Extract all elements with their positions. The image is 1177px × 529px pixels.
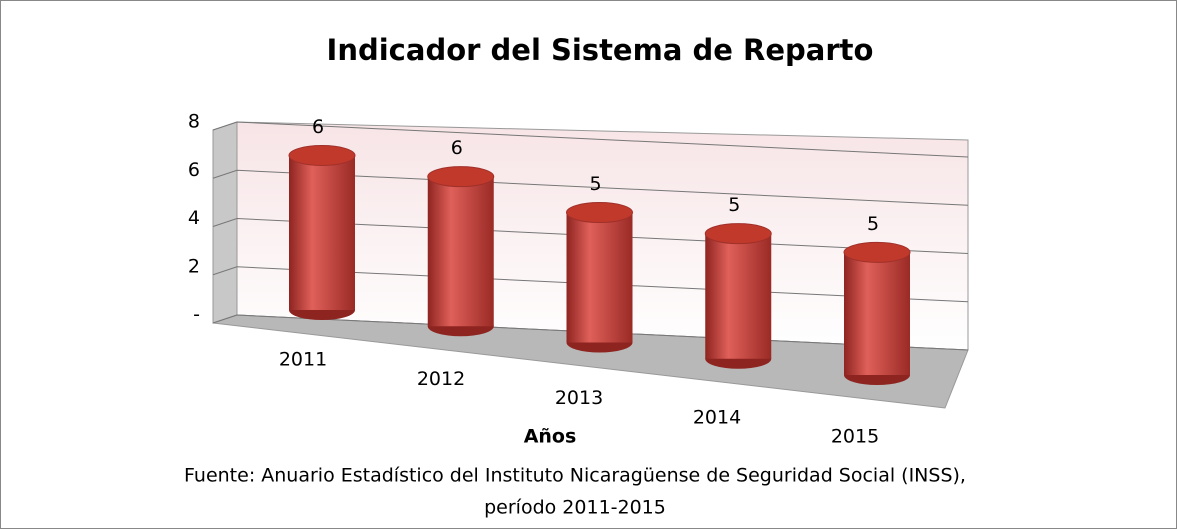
bar-top bbox=[427, 166, 495, 188]
value-label: 6 bbox=[451, 137, 463, 159]
y-tick-label: - bbox=[193, 304, 200, 326]
bar-top bbox=[566, 202, 633, 224]
bar bbox=[427, 176, 494, 327]
value-label: 5 bbox=[589, 173, 601, 195]
chart-title: Indicador del Sistema de Reparto bbox=[327, 33, 874, 67]
grid-line bbox=[212, 121, 969, 158]
bar-top bbox=[704, 223, 772, 245]
y-tick-label: 4 bbox=[188, 207, 200, 229]
x-tick-label: 2011 bbox=[279, 349, 327, 371]
x-axis-label: Años bbox=[524, 426, 577, 448]
source: período 2011-2015 bbox=[484, 497, 666, 519]
bar-top bbox=[843, 241, 911, 263]
x-tick-label: 2012 bbox=[417, 368, 465, 390]
y-tick-label: 6 bbox=[188, 159, 200, 181]
grid-line bbox=[212, 169, 969, 206]
bar bbox=[566, 212, 633, 343]
bar bbox=[289, 155, 355, 310]
x-tick-label: 2013 bbox=[555, 387, 603, 409]
value-label: 5 bbox=[728, 194, 740, 216]
x-tick-label: 2015 bbox=[831, 426, 879, 448]
value-label: 5 bbox=[867, 213, 879, 235]
y-tick-label: 8 bbox=[188, 111, 200, 133]
source: Fuente: Anuario Estadístico del Institut… bbox=[184, 465, 966, 487]
bar-top bbox=[288, 144, 356, 166]
bar bbox=[705, 233, 772, 359]
y-tick-label: 2 bbox=[188, 255, 200, 277]
bar bbox=[844, 252, 910, 375]
x-tick-label: 2014 bbox=[693, 406, 741, 428]
value-label: 6 bbox=[312, 116, 324, 138]
